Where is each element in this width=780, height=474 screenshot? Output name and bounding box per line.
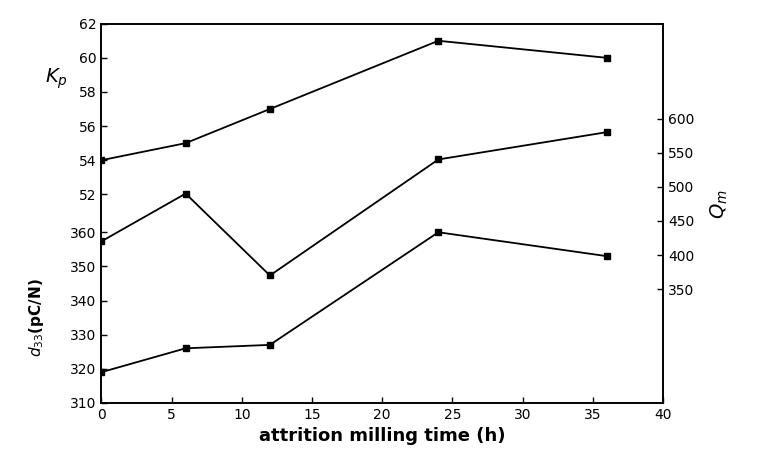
Text: $d_{33}$(pC/N): $d_{33}$(pC/N)	[27, 278, 46, 357]
Text: $K_p$: $K_p$	[45, 66, 68, 91]
X-axis label: attrition milling time (h): attrition milling time (h)	[259, 428, 505, 445]
Text: $Q_m$: $Q_m$	[708, 189, 730, 219]
